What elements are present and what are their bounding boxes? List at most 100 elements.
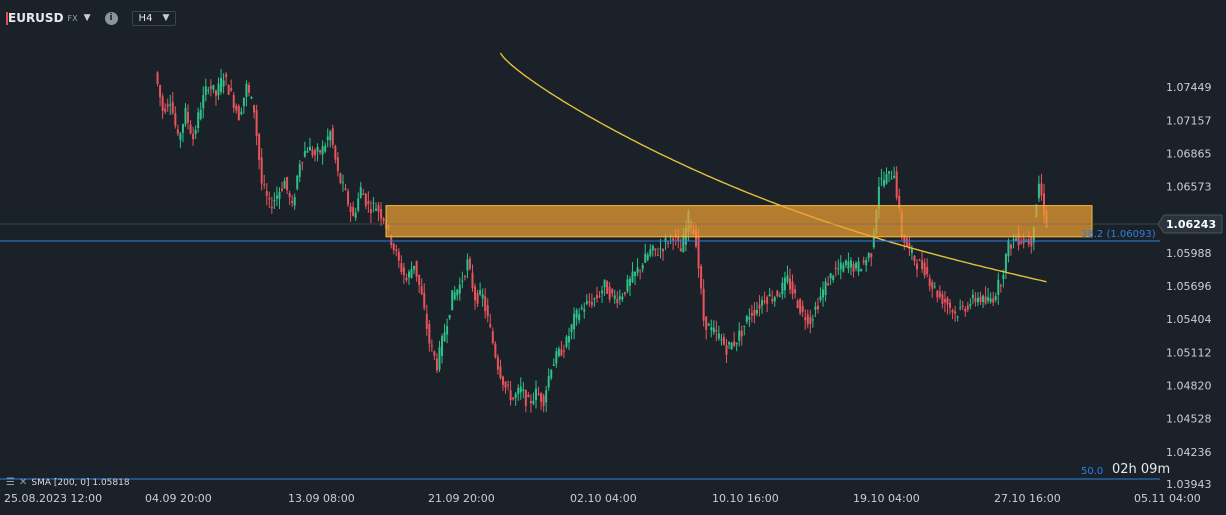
candle-bull <box>194 129 197 134</box>
candle-bull <box>326 136 329 140</box>
price-tick-label: 1.05988 <box>1166 247 1212 260</box>
candle-bear <box>494 343 497 358</box>
candle-bull <box>1007 240 1010 257</box>
candle-bear <box>156 72 159 84</box>
candle-bull <box>413 265 416 270</box>
candle-bull <box>448 315 451 319</box>
candle-bull <box>710 327 713 331</box>
candle-bear <box>362 193 365 196</box>
candle-bull <box>202 95 205 109</box>
candle-bear <box>263 183 266 185</box>
candle-bull <box>321 146 324 155</box>
candle-bull <box>987 296 990 301</box>
candle-bear <box>260 157 263 184</box>
current-price-label: 1.06243 <box>1166 218 1216 231</box>
candle-bear <box>862 260 865 263</box>
candle-bear <box>471 272 474 289</box>
candle-bull <box>976 297 979 303</box>
candle-bear <box>237 105 240 121</box>
candle-bear <box>486 305 489 317</box>
candle-bull <box>1015 238 1018 242</box>
candle-bull <box>601 290 604 294</box>
candle-bull <box>641 264 644 270</box>
candle-bear <box>979 296 982 303</box>
info-icon[interactable]: i <box>104 11 118 25</box>
settings-icon[interactable]: ☰ <box>6 477 15 488</box>
candle-bear <box>377 204 380 212</box>
candle-bull <box>458 284 461 294</box>
candle-bull <box>550 370 553 379</box>
candle-bear <box>397 251 400 261</box>
candle-bull <box>535 388 537 401</box>
candle-bull <box>293 196 296 206</box>
candle-bear <box>794 289 797 294</box>
time-tick-label: 21.09 20:00 <box>428 492 495 505</box>
candle-bull <box>603 279 606 288</box>
time-tick-label: 13.09 08:00 <box>288 492 355 505</box>
candle-bull <box>989 298 992 302</box>
candle-bear <box>588 301 591 303</box>
candle-bear <box>928 278 931 286</box>
candle-bear <box>1009 244 1012 249</box>
market-label: FX <box>67 13 78 23</box>
candle-bear <box>679 248 682 252</box>
time-tick-label: 02.10 04:00 <box>570 492 637 505</box>
candle-bear <box>740 330 743 337</box>
candle-bear <box>722 336 725 345</box>
candle-bull <box>618 296 621 300</box>
candle-bear <box>174 113 177 126</box>
candle-bull <box>717 333 720 339</box>
candle-bull <box>910 249 913 253</box>
candle-bear <box>949 302 952 308</box>
candle-bull <box>997 279 1000 295</box>
symbol-label[interactable]: EURUSD <box>8 11 64 25</box>
candle-bull <box>885 174 888 184</box>
candle-bear <box>733 341 736 346</box>
candle-bull <box>768 294 771 297</box>
candle-bull <box>441 336 444 357</box>
timeframe-selector[interactable]: H4 ▼ <box>131 10 177 26</box>
candle-bull <box>837 268 840 270</box>
candle-bull <box>583 309 586 312</box>
candle-bear <box>801 305 804 312</box>
candle-bear <box>616 298 619 304</box>
candle-bear <box>695 229 698 247</box>
candle-bear <box>311 149 314 156</box>
candle-bear <box>189 124 192 134</box>
candle-bull <box>832 275 835 281</box>
candle-bear <box>654 248 657 251</box>
candle-bear <box>667 242 670 244</box>
close-icon[interactable]: ✕ <box>18 477 28 488</box>
candle-bull <box>628 278 631 286</box>
fib-level-label: 50.0 <box>1081 466 1103 477</box>
candle-bear <box>595 294 598 299</box>
candle-bull <box>443 332 446 342</box>
fib-level-label: 38.2 (1.06093) <box>1081 229 1156 240</box>
candle-bull <box>994 296 997 301</box>
chevron-down-icon[interactable]: ▼ <box>83 13 91 23</box>
candle-bull <box>842 264 845 272</box>
candle-bear <box>804 317 807 321</box>
candle-bear <box>697 235 700 269</box>
candle-bear <box>623 292 626 295</box>
candle-bull <box>730 342 733 350</box>
candle-bull <box>212 84 215 90</box>
candle-bull <box>169 104 172 106</box>
candle-bear <box>916 263 918 270</box>
candle-bull <box>735 342 738 345</box>
chevron-down-icon: ▼ <box>162 13 170 23</box>
candle-bear <box>529 401 532 404</box>
candle-bear <box>209 86 212 89</box>
current-price-badge <box>1157 214 1223 234</box>
candle-bear <box>334 145 337 160</box>
price-tick-label: 1.04820 <box>1166 379 1212 392</box>
candle-bear <box>918 259 921 261</box>
candle-bull <box>197 112 200 129</box>
candle-bear <box>187 112 190 123</box>
candle-bear <box>1040 183 1043 196</box>
candle-bull <box>1004 254 1007 273</box>
candle-bull <box>555 351 558 364</box>
